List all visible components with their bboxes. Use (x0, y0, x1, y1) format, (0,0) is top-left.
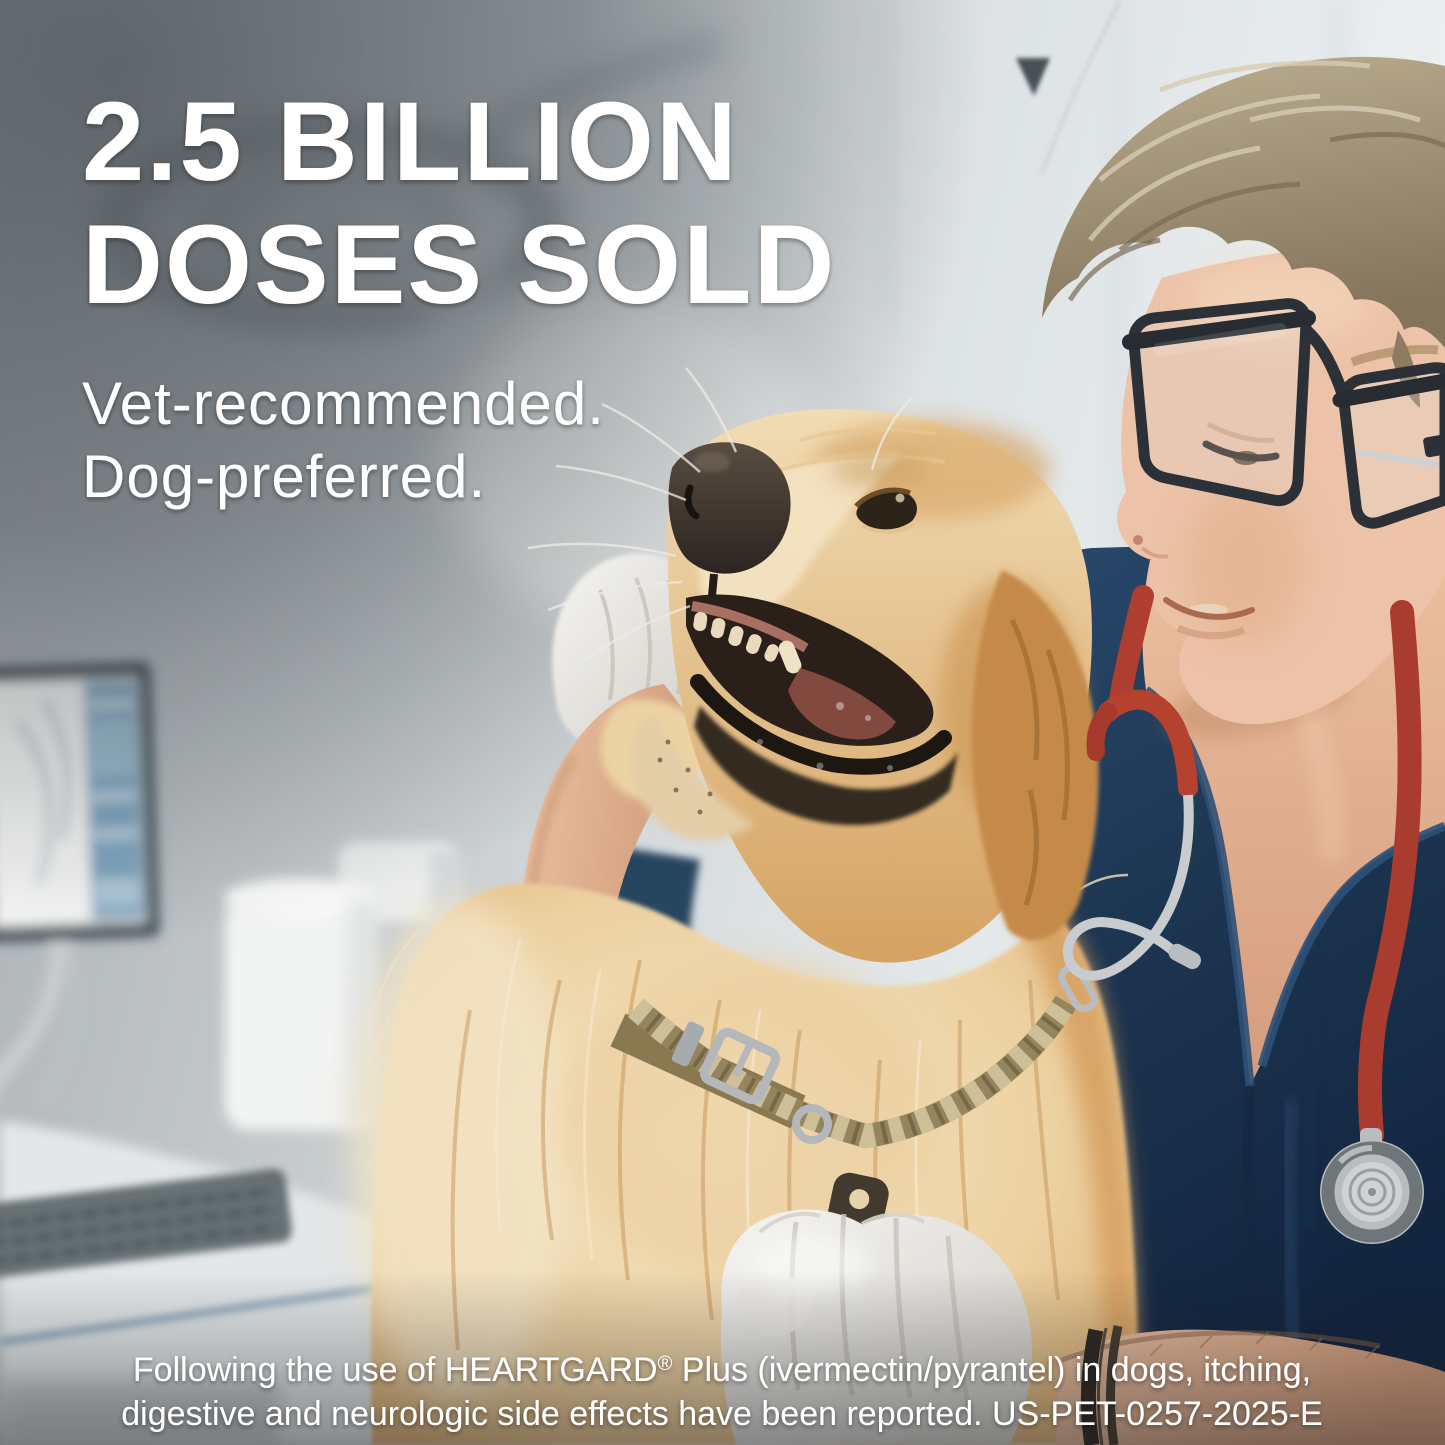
stethoscope-eartip (1168, 943, 1201, 970)
stethoscope-chestpiece (1320, 1128, 1424, 1244)
dog-gums (691, 601, 809, 653)
glasses-hinge (1423, 432, 1445, 458)
dog-eye (854, 487, 917, 534)
subheadline-line1: Vet-recommended. (82, 370, 605, 437)
registered-trademark-symbol: ® (658, 1353, 673, 1375)
disclaimer-line1: Following the use of HEARTGARD® Plus (iv… (133, 1351, 1311, 1389)
stethoscope (1063, 585, 1424, 1244)
bottom-fade-overlay (0, 1270, 1445, 1445)
vet-eye (1202, 421, 1280, 465)
collar-clip (1058, 963, 1098, 1013)
vet-smile (1163, 597, 1255, 640)
vet-face (1117, 244, 1445, 725)
collar-buckle (699, 1027, 781, 1105)
glasses-left-lens (1128, 298, 1312, 507)
dog-nose (668, 442, 791, 597)
vet-nose (1133, 535, 1143, 545)
stethoscope-tube-right (1358, 600, 1422, 1147)
headline-line1: 2.5 BILLION (82, 79, 739, 204)
disclaimer: Following the use of HEARTGARD® Plus (iv… (121, 1351, 1322, 1433)
dog-whiskers (527, 367, 913, 664)
collar-d-ring (792, 1104, 832, 1144)
dog-tongue (788, 668, 896, 740)
subheadline: Vet-recommended. Dog-preferred. (82, 370, 605, 510)
glasses-temple-arm (1351, 449, 1445, 469)
vet-glasses (1122, 298, 1445, 529)
dog-teeth (693, 612, 802, 674)
vet-hair (1042, 56, 1445, 408)
dog-mouth (686, 594, 958, 826)
dog-ear (971, 570, 1099, 941)
headline: 2.5 BILLION DOSES SOLD (82, 79, 836, 327)
dog-head (527, 367, 1099, 963)
dog (350, 367, 1141, 1445)
dog-chin-fur (631, 716, 754, 841)
dog-lower-lip (690, 674, 952, 775)
disclaimer-line2: digestive and neurologic side effects ha… (121, 1395, 1322, 1433)
headline-line2: DOSES SOLD (82, 202, 836, 327)
glasses-right-lens (1338, 362, 1445, 529)
subheadline-line2: Dog-preferred. (82, 443, 486, 510)
stethoscope-binaural-tubes (1063, 794, 1194, 981)
dog-collar (610, 963, 1098, 1238)
